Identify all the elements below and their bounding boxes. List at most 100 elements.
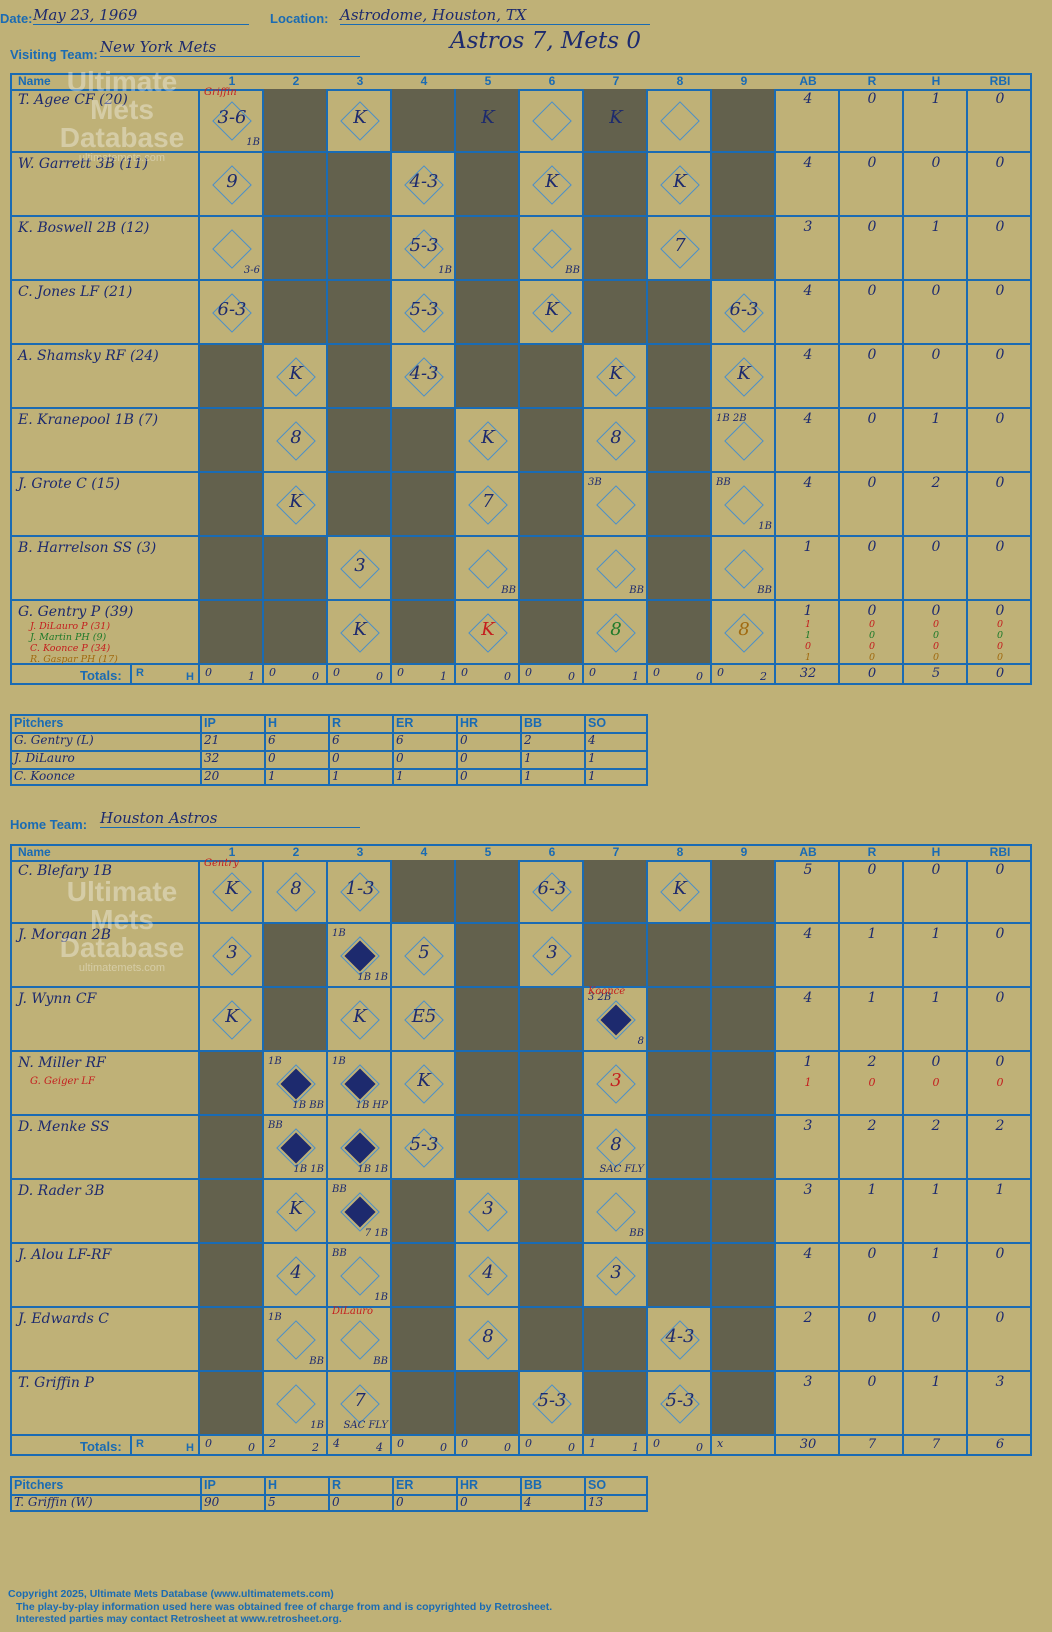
- stat-cell: [840, 281, 904, 345]
- inning-cell: [712, 1244, 776, 1308]
- play-notation: 8: [610, 619, 622, 640]
- inning-cell: [456, 1372, 520, 1436]
- stat-value: 0: [995, 1054, 1005, 1070]
- play-notation: 8: [610, 427, 622, 448]
- inning-cell: [200, 988, 264, 1052]
- inning-cell: [264, 1052, 328, 1116]
- inning-cell: [200, 89, 264, 153]
- inning-cell: [264, 1308, 328, 1372]
- sub-stat-value: 0: [996, 641, 1004, 652]
- stat-cell: [776, 1116, 840, 1180]
- inning-total-cell: [392, 1436, 456, 1456]
- stat-cell: [776, 473, 840, 537]
- total-value: 7: [867, 1437, 877, 1452]
- pitching-col-divider: [328, 1476, 330, 1512]
- play-notation: 3 2B: [588, 992, 612, 1003]
- sub-stat-value: 0: [868, 641, 876, 652]
- inning-cell: [328, 409, 392, 473]
- inning-cell: [392, 1180, 456, 1244]
- sub-stat-value: 1: [804, 630, 812, 641]
- inning-cell: [712, 1372, 776, 1436]
- player-name: W. Garrett 3B (11): [18, 156, 149, 172]
- play-notation: BB: [268, 1120, 283, 1131]
- pitching-value: 32: [204, 751, 220, 765]
- totals-label: Totals:: [80, 668, 122, 683]
- play-notation: 5-3: [665, 1390, 695, 1411]
- player-name: B. Harrelson SS (3): [18, 540, 157, 556]
- inning-hits: 0: [440, 1441, 447, 1454]
- sub-stat-value: 0: [868, 1076, 876, 1089]
- column-header-name: Name: [18, 74, 51, 88]
- inning-cell: [392, 217, 456, 281]
- stat-cell: [776, 89, 840, 153]
- stat-value: 1: [995, 1182, 1005, 1198]
- footer-copyright: Copyright 2025, Ultimate Mets Database (…: [8, 1588, 334, 1600]
- inning-cell: [328, 924, 392, 988]
- inning-runs: 0: [461, 1437, 468, 1450]
- stat-value: 3: [803, 1374, 813, 1390]
- inning-hits: 1: [248, 670, 255, 683]
- play-notation: 4-3: [409, 171, 439, 192]
- inning-cell: [584, 860, 648, 924]
- inning-cell: [328, 153, 392, 217]
- stat-cell: [968, 409, 1032, 473]
- total-cell: [968, 665, 1032, 685]
- inning-cell: [392, 1116, 456, 1180]
- pitching-value: 4: [524, 1495, 532, 1509]
- play-notation: K: [481, 107, 495, 128]
- sub-stat-value: 0: [932, 619, 940, 630]
- column-header-inning: 9: [740, 74, 748, 88]
- stat-cell: [968, 1116, 1032, 1180]
- total-cell: [776, 665, 840, 685]
- sub-stat-value: 0: [932, 641, 940, 652]
- stat-value: 1: [931, 926, 941, 942]
- stat-value: 4: [803, 347, 813, 363]
- ultimate-mets-logo: Ultimate Mets Database ultimatemets.com: [52, 60, 192, 180]
- pitching-value: 6: [396, 733, 404, 747]
- inning-hits: 0: [696, 1441, 703, 1454]
- total-cell: [968, 1436, 1032, 1456]
- sub-stat-value: 0: [868, 630, 876, 641]
- visiting-team-label: Visiting Team:: [10, 47, 98, 62]
- stat-cell: [840, 1180, 904, 1244]
- inning-cell: [264, 1244, 328, 1308]
- inning-runs: 0: [397, 666, 404, 679]
- inning-cell: [520, 1116, 584, 1180]
- column-header-stat: H: [931, 74, 941, 88]
- play-subnote: 3-6: [243, 265, 260, 276]
- total-value: 7: [931, 1437, 941, 1452]
- stat-value: 0: [867, 1374, 877, 1390]
- logo-url: ultimatemets.com: [78, 152, 166, 164]
- name-cell: [10, 1116, 200, 1180]
- stat-value: 2: [803, 1310, 813, 1326]
- pitching-col-divider: [520, 714, 522, 786]
- play-subnote: 1B 1B: [357, 1164, 388, 1175]
- pitching-value: 0: [460, 751, 468, 765]
- inning-runs: 0: [461, 666, 468, 679]
- play-notation: K: [289, 363, 303, 384]
- name-cell: [10, 1244, 200, 1308]
- total-cell: [840, 665, 904, 685]
- play-notation: K: [417, 1070, 431, 1091]
- stat-value: 1: [931, 1246, 941, 1262]
- pitching-col-divider: [520, 1476, 522, 1512]
- stat-value: 0: [995, 91, 1005, 107]
- stat-cell: [904, 409, 968, 473]
- play-notation: 8: [482, 1326, 494, 1347]
- inning-cell: [520, 1244, 584, 1308]
- stat-value: 0: [867, 539, 877, 555]
- play-notation: 5-3: [409, 235, 439, 256]
- inning-cell: [584, 473, 648, 537]
- rh-legend: [130, 1436, 200, 1456]
- inning-cell: [392, 1244, 456, 1308]
- name-cell: [10, 601, 200, 665]
- stat-cell: [840, 345, 904, 409]
- play-notation: K: [673, 878, 687, 899]
- stat-cell: [840, 1372, 904, 1436]
- inning-total-cell: [584, 665, 648, 685]
- inning-cell: [200, 860, 264, 924]
- stat-value: 0: [995, 990, 1005, 1006]
- inning-total-cell: [328, 1436, 392, 1456]
- play-subnote: BB: [309, 1356, 324, 1367]
- pitching-value: 1: [588, 751, 596, 765]
